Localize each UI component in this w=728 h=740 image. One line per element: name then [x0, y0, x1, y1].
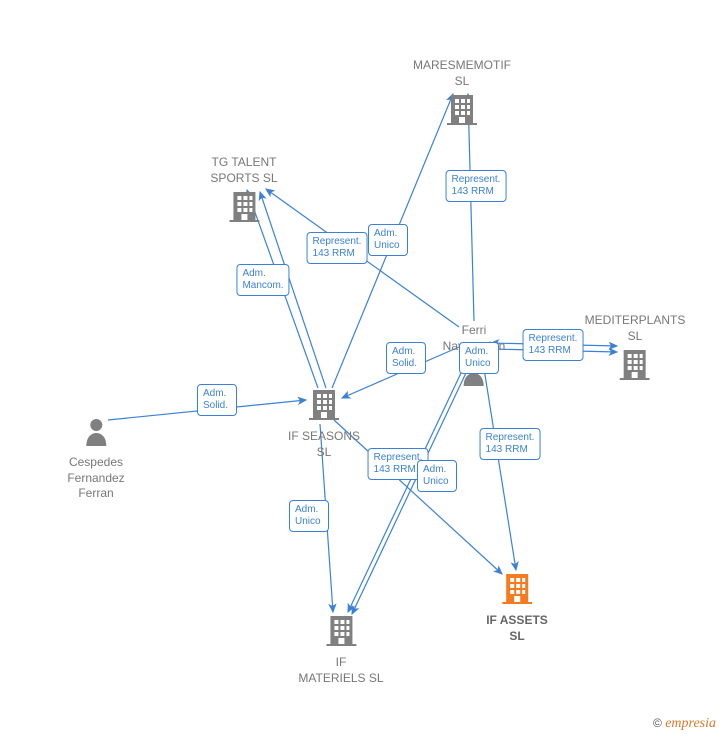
edge-label-ferri-ifseasons: Adm.Solid.: [386, 342, 426, 374]
building-icon: [447, 93, 477, 130]
edge-label-cespedes-ifseasons: Adm.Solid.: [197, 384, 237, 416]
building-icon: [309, 388, 339, 425]
edge-label-ferri-tgtalent: Adm.Unico: [368, 224, 408, 256]
person-icon: [84, 418, 108, 451]
node-mediterplants[interactable]: MEDITERPLANTSSL: [585, 313, 686, 385]
edge-label-ifseasons-tgtalent: Represent.143 RRM: [307, 232, 368, 264]
building-icon: [620, 348, 650, 385]
copyright-symbol: ©: [653, 716, 662, 730]
node-ifmateriels[interactable]: IFMATERIELS SL: [298, 614, 383, 686]
edge-label-ifseasons-tgtalent: Adm.Mancom.: [236, 264, 289, 296]
edge-label-ferri-maresmemotif: Represent.143 RRM: [446, 170, 507, 202]
node-label: MEDITERPLANTSSL: [585, 313, 686, 344]
node-label: IF ASSETSSL: [486, 613, 548, 644]
edge-label-ferri-mediterplants: Represent.143 RRM: [523, 329, 584, 361]
edge-label-ferri-ifassets: Represent.143 RRM: [480, 428, 541, 460]
node-label: TG TALENTSPORTS SL: [210, 155, 277, 186]
node-label: IF SEASONSSL: [288, 429, 360, 460]
diagram-canvas: MARESMEMOTIFSL TG TALENTSPORTS SL MEDITE…: [0, 0, 728, 740]
node-cespedes[interactable]: CespedesFernandezFerran: [67, 418, 124, 502]
edge-label-ferri-mediterplants: Adm.Unico: [459, 342, 499, 374]
copyright: © empresia: [653, 716, 716, 732]
node-label: MARESMEMOTIFSL: [413, 58, 511, 89]
node-ifseasons[interactable]: IF SEASONSSL: [288, 388, 360, 460]
node-label: IFMATERIELS SL: [298, 655, 383, 686]
building-icon: [326, 614, 356, 651]
node-tgtalent[interactable]: TG TALENTSPORTS SL: [210, 155, 277, 227]
node-label: CespedesFernandezFerran: [67, 455, 124, 502]
building-icon: [229, 190, 259, 227]
edge-label-ferri-ifmateriels: Adm.Unico: [417, 460, 457, 492]
copyright-brand: empresia: [665, 716, 716, 731]
edge-label-ifseasons-ifmateriels: Adm.Unico: [289, 500, 329, 532]
building-icon: [502, 572, 532, 609]
node-ifassets[interactable]: IF ASSETSSL: [486, 572, 548, 644]
node-maresmemotif[interactable]: MARESMEMOTIFSL: [413, 58, 511, 130]
